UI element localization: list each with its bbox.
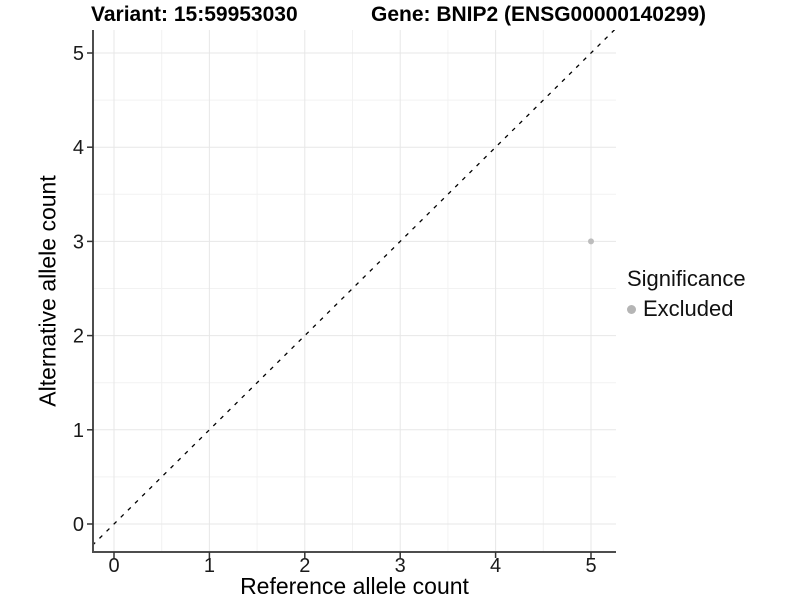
y-tick-label: 1 xyxy=(73,420,84,442)
y-tick-label: 5 xyxy=(73,43,84,65)
x-tick-label: 3 xyxy=(395,555,406,577)
plot-title-variant: Variant: 15:59953030 xyxy=(91,3,298,26)
y-tick-label: 4 xyxy=(73,137,84,159)
x-tick-label: 2 xyxy=(299,555,310,577)
legend-title: Significance xyxy=(627,266,746,291)
legend-item: Excluded xyxy=(627,296,746,322)
y-axis-title: Alternative allele count xyxy=(34,175,61,407)
plot-title-gene: Gene: BNIP2 (ENSG00000140299) xyxy=(371,3,707,26)
x-tick-label: 5 xyxy=(585,555,596,577)
x-tick-label: 1 xyxy=(204,555,215,577)
x-tick-label: 4 xyxy=(490,555,501,577)
legend: Significance Excluded xyxy=(627,266,746,322)
axis-lines xyxy=(92,30,616,553)
x-tick-label: 0 xyxy=(108,555,119,577)
legend-marker-circle-icon xyxy=(627,304,636,314)
identity-line xyxy=(93,30,616,546)
legend-entries: Excluded xyxy=(627,296,746,322)
x-axis-title: Reference allele count xyxy=(240,573,469,599)
data-point xyxy=(588,238,594,245)
legend-item-label: Excluded xyxy=(643,296,734,321)
y-tick-label: 3 xyxy=(73,231,84,253)
y-tick-label: 0 xyxy=(73,514,84,536)
y-tick-label: 2 xyxy=(73,326,84,348)
